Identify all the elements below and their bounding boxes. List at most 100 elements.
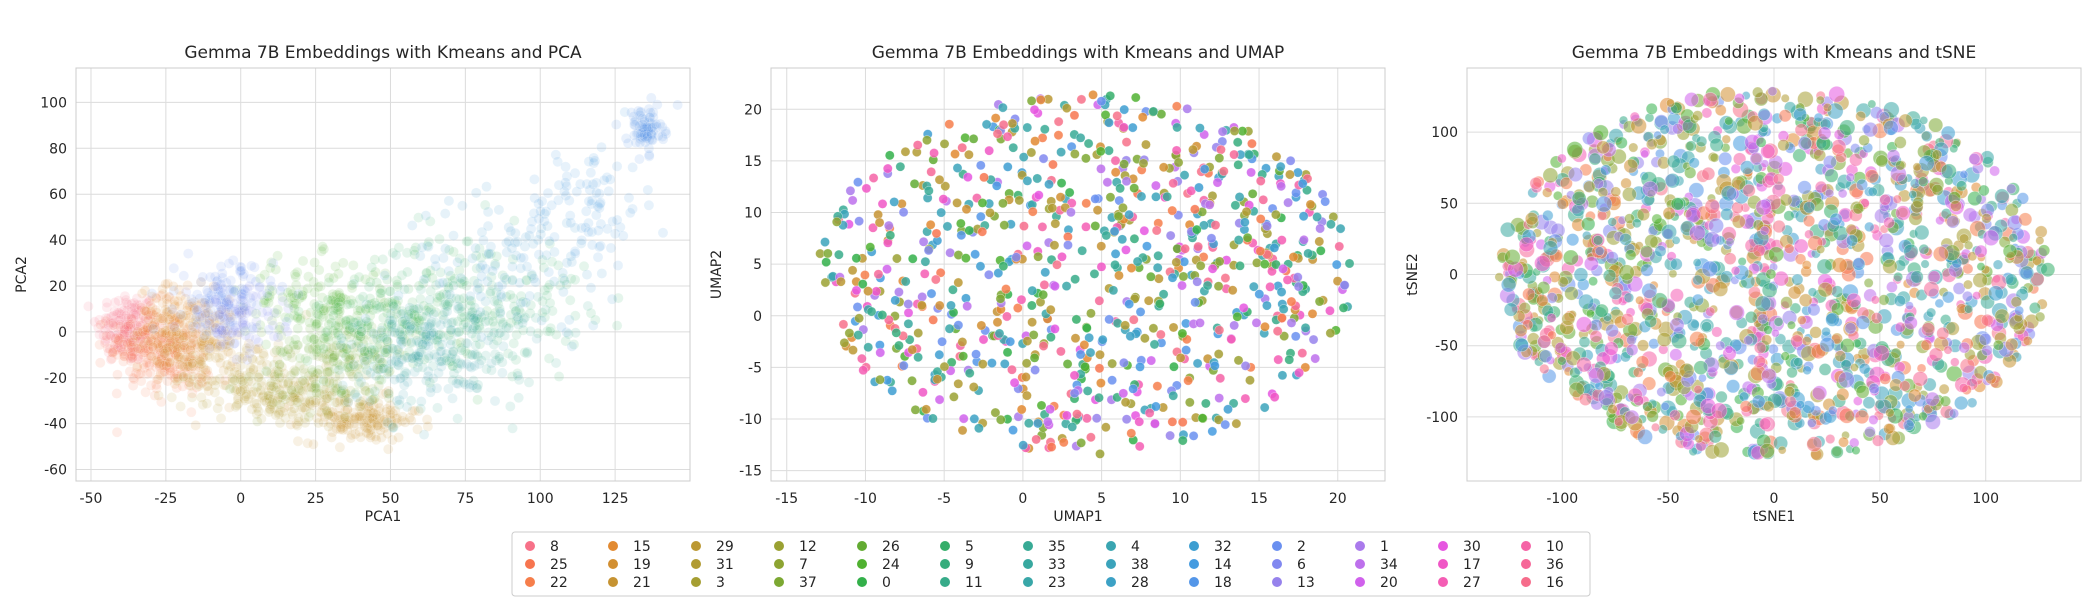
- scatter-point: [174, 301, 185, 312]
- scatter-point: [1086, 308, 1096, 319]
- scatter-point: [553, 371, 565, 382]
- scatter-point: [1831, 285, 1844, 298]
- scatter-point: [163, 335, 174, 346]
- scatter-point: [1286, 296, 1297, 307]
- scatter-point: [148, 309, 159, 320]
- scatter-point: [83, 301, 94, 312]
- scatter-point: [433, 367, 444, 379]
- scatter-point: [1007, 364, 1017, 375]
- scatter-point: [329, 412, 340, 423]
- scatter-point: [923, 245, 934, 256]
- scatter-point: [441, 306, 453, 317]
- scatter-point: [147, 302, 158, 314]
- scatter-point: [360, 313, 371, 325]
- scatter-point: [297, 375, 309, 387]
- scatter-point: [277, 295, 289, 307]
- scatter-point: [1293, 281, 1304, 292]
- scatter-point: [1022, 240, 1032, 251]
- scatter-point: [267, 320, 279, 331]
- scatter-point: [163, 342, 175, 354]
- scatter-point: [1718, 151, 1733, 166]
- scatter-point: [183, 361, 195, 372]
- scatter-point: [505, 225, 517, 237]
- scatter-point: [364, 396, 376, 407]
- scatter-point: [1213, 281, 1224, 292]
- scatter-point: [1172, 122, 1183, 133]
- scatter-point: [1214, 325, 1225, 336]
- scatter-point: [890, 295, 901, 306]
- scatter-point: [115, 342, 126, 354]
- scatter-point: [1113, 211, 1124, 222]
- scatter-point: [210, 327, 222, 338]
- scatter-point: [164, 338, 176, 349]
- scatter-point: [268, 331, 280, 342]
- scatter-point: [365, 367, 376, 379]
- scatter-point: [1255, 246, 1266, 257]
- scatter-point: [472, 394, 483, 405]
- scatter-point: [184, 320, 196, 331]
- scatter-point: [623, 192, 635, 204]
- scatter-point: [1959, 358, 1976, 374]
- scatter-point: [101, 330, 112, 342]
- scatter-point: [583, 195, 595, 207]
- scatter-point: [356, 342, 367, 354]
- scatter-point: [120, 294, 132, 306]
- scatter-point: [1229, 320, 1240, 331]
- scatter-point: [122, 325, 134, 336]
- tsne-y-tick-label: -50: [1435, 339, 1458, 355]
- scatter-point: [325, 406, 337, 418]
- scatter-point: [168, 345, 179, 356]
- scatter-point: [401, 401, 413, 413]
- scatter-point: [913, 352, 924, 363]
- scatter-point: [156, 333, 167, 344]
- scatter-point: [320, 327, 332, 338]
- scatter-point: [334, 403, 346, 414]
- scatter-point: [565, 294, 576, 306]
- scatter-point: [180, 286, 192, 298]
- scatter-point: [1607, 217, 1618, 227]
- scatter-point: [115, 313, 127, 324]
- scatter-point: [130, 302, 142, 314]
- scatter-point: [323, 408, 334, 419]
- scatter-point: [1307, 308, 1318, 319]
- scatter-point: [894, 340, 904, 351]
- scatter-point: [513, 392, 524, 404]
- scatter-point: [1038, 289, 1049, 300]
- scatter-point: [1868, 414, 1879, 425]
- scatter-point: [397, 389, 409, 400]
- scatter-point: [1851, 445, 1861, 456]
- scatter-point: [225, 293, 237, 304]
- scatter-point: [848, 345, 858, 355]
- scatter-point: [977, 198, 988, 208]
- scatter-point: [209, 379, 221, 391]
- scatter-point: [172, 351, 184, 362]
- scatter-point: [153, 340, 164, 352]
- scatter-point: [159, 327, 171, 338]
- scatter-point: [187, 388, 198, 399]
- scatter-point: [1685, 140, 1697, 152]
- scatter-point: [1320, 196, 1331, 207]
- scatter-point: [1235, 260, 1245, 271]
- scatter-point: [436, 339, 448, 350]
- scatter-point: [89, 316, 100, 328]
- scatter-point: [213, 309, 225, 321]
- scatter-point: [178, 318, 190, 330]
- scatter-point: [143, 360, 155, 371]
- scatter-point: [306, 364, 318, 376]
- scatter-point: [946, 300, 956, 311]
- scatter-point: [176, 369, 187, 380]
- scatter-point: [1094, 295, 1105, 306]
- scatter-point: [355, 377, 367, 388]
- scatter-point: [210, 338, 221, 349]
- scatter-point: [1069, 370, 1080, 381]
- scatter-point: [179, 366, 190, 378]
- scatter-point: [482, 206, 494, 218]
- scatter-point: [177, 381, 188, 392]
- scatter-point: [193, 380, 205, 392]
- scatter-point: [507, 275, 518, 286]
- scatter-point: [1117, 234, 1128, 245]
- scatter-point: [180, 293, 191, 305]
- scatter-point: [1669, 348, 1683, 362]
- scatter-point: [175, 354, 187, 365]
